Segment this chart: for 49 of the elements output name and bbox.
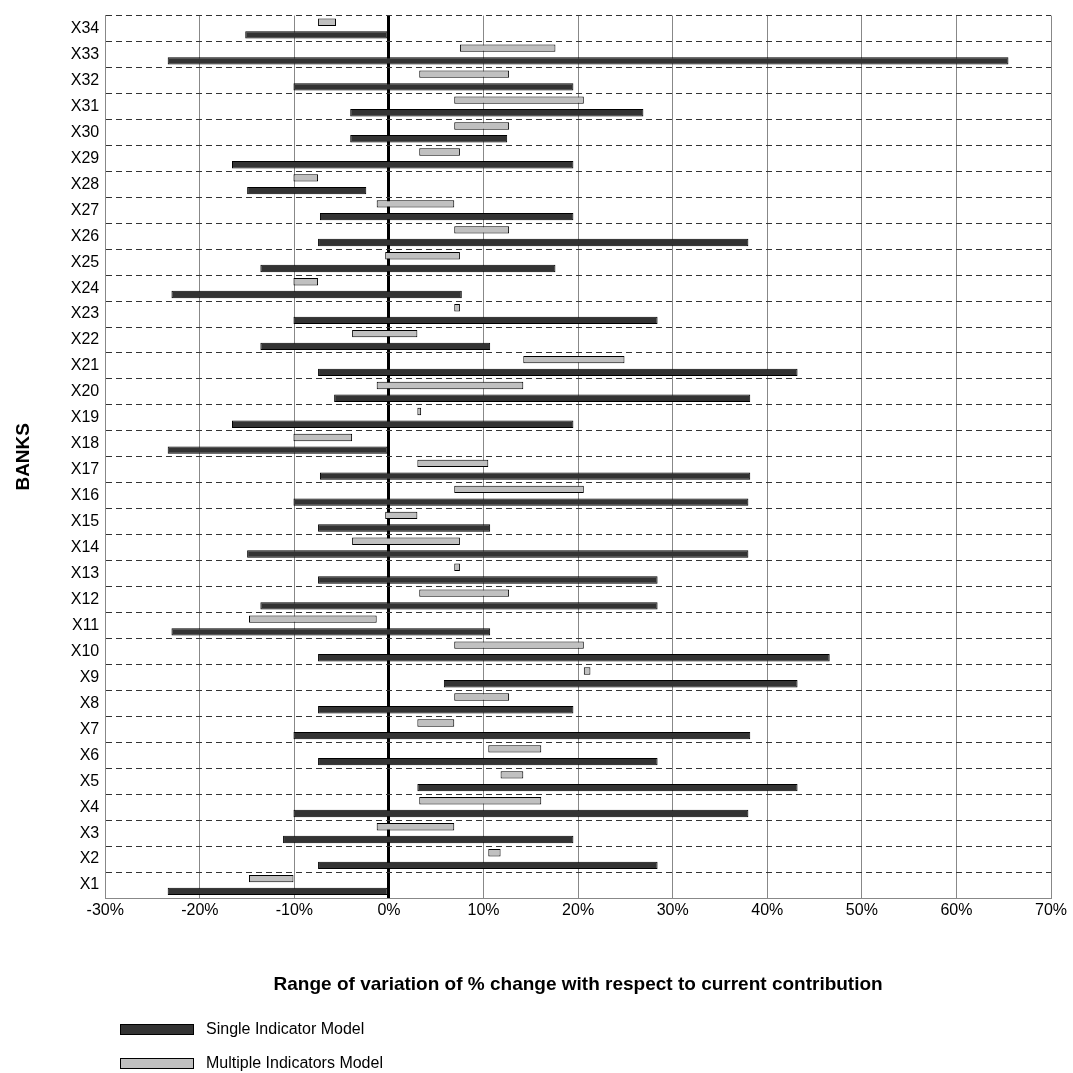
y-tick-label: X9 [79, 667, 100, 685]
y-tick-label: X29 [70, 148, 100, 166]
x-axis-title: Range of variation of % change with respect to current contribution [273, 972, 883, 994]
y-tick-label: X30 [70, 122, 100, 140]
legend-label: Multiple Indicators Model [206, 1054, 383, 1072]
x-tick-label: 60% [940, 901, 973, 919]
x-tick-label: 70% [1034, 901, 1068, 919]
y-tick-label: X22 [70, 330, 100, 348]
x-tick-label: 50% [845, 901, 878, 919]
y-tick-label: X4 [79, 797, 100, 815]
y-tick-label: X17 [70, 460, 100, 478]
legend-label: Single Indicator Model [206, 1020, 365, 1038]
y-tick-label: X27 [70, 200, 100, 218]
y-tick-label: X2 [79, 849, 100, 867]
x-tick-label: -10% [275, 901, 314, 919]
y-tick-label: X14 [70, 538, 100, 556]
y-axis-title: BANKS [11, 423, 33, 491]
y-tick-label: X28 [70, 174, 100, 192]
x-tick-label: -30% [86, 901, 124, 919]
y-tick-label: X33 [70, 44, 100, 62]
y-tick-label: X1 [79, 875, 100, 893]
x-tick-label: 10% [467, 901, 500, 919]
y-tick-label: X16 [70, 486, 100, 504]
x-tick-label: 20% [562, 901, 595, 919]
y-tick-label: X6 [79, 745, 100, 763]
y-tick-label: X5 [79, 771, 100, 789]
y-tick-label: X15 [70, 512, 100, 530]
y-tick-label: X7 [79, 719, 100, 737]
y-tick-label: X31 [70, 96, 100, 114]
y-tick-label: X10 [70, 641, 100, 659]
y-tick-label: X34 [70, 18, 100, 36]
y-tick-label: X19 [70, 408, 100, 426]
y-tick-label: X24 [70, 278, 100, 296]
y-tick-label: X21 [70, 356, 100, 374]
y-tick-label: X3 [79, 823, 100, 841]
y-tick-label: X13 [70, 563, 100, 581]
y-tick-label: X12 [70, 589, 100, 607]
y-tick-label: X11 [71, 615, 100, 633]
x-tick-label: -20% [181, 901, 219, 919]
y-tick-label: X18 [70, 434, 100, 452]
y-tick-label: X8 [79, 693, 100, 711]
x-tick-label: 40% [751, 901, 784, 919]
x-tick-label: 0% [377, 901, 401, 919]
y-tick-label: X26 [70, 226, 100, 244]
y-tick-label: X23 [70, 304, 100, 322]
y-tick-label: X32 [70, 70, 100, 88]
y-tick-label: X25 [70, 252, 100, 270]
y-tick-label: X20 [70, 382, 100, 400]
x-tick-label: 30% [656, 901, 689, 919]
